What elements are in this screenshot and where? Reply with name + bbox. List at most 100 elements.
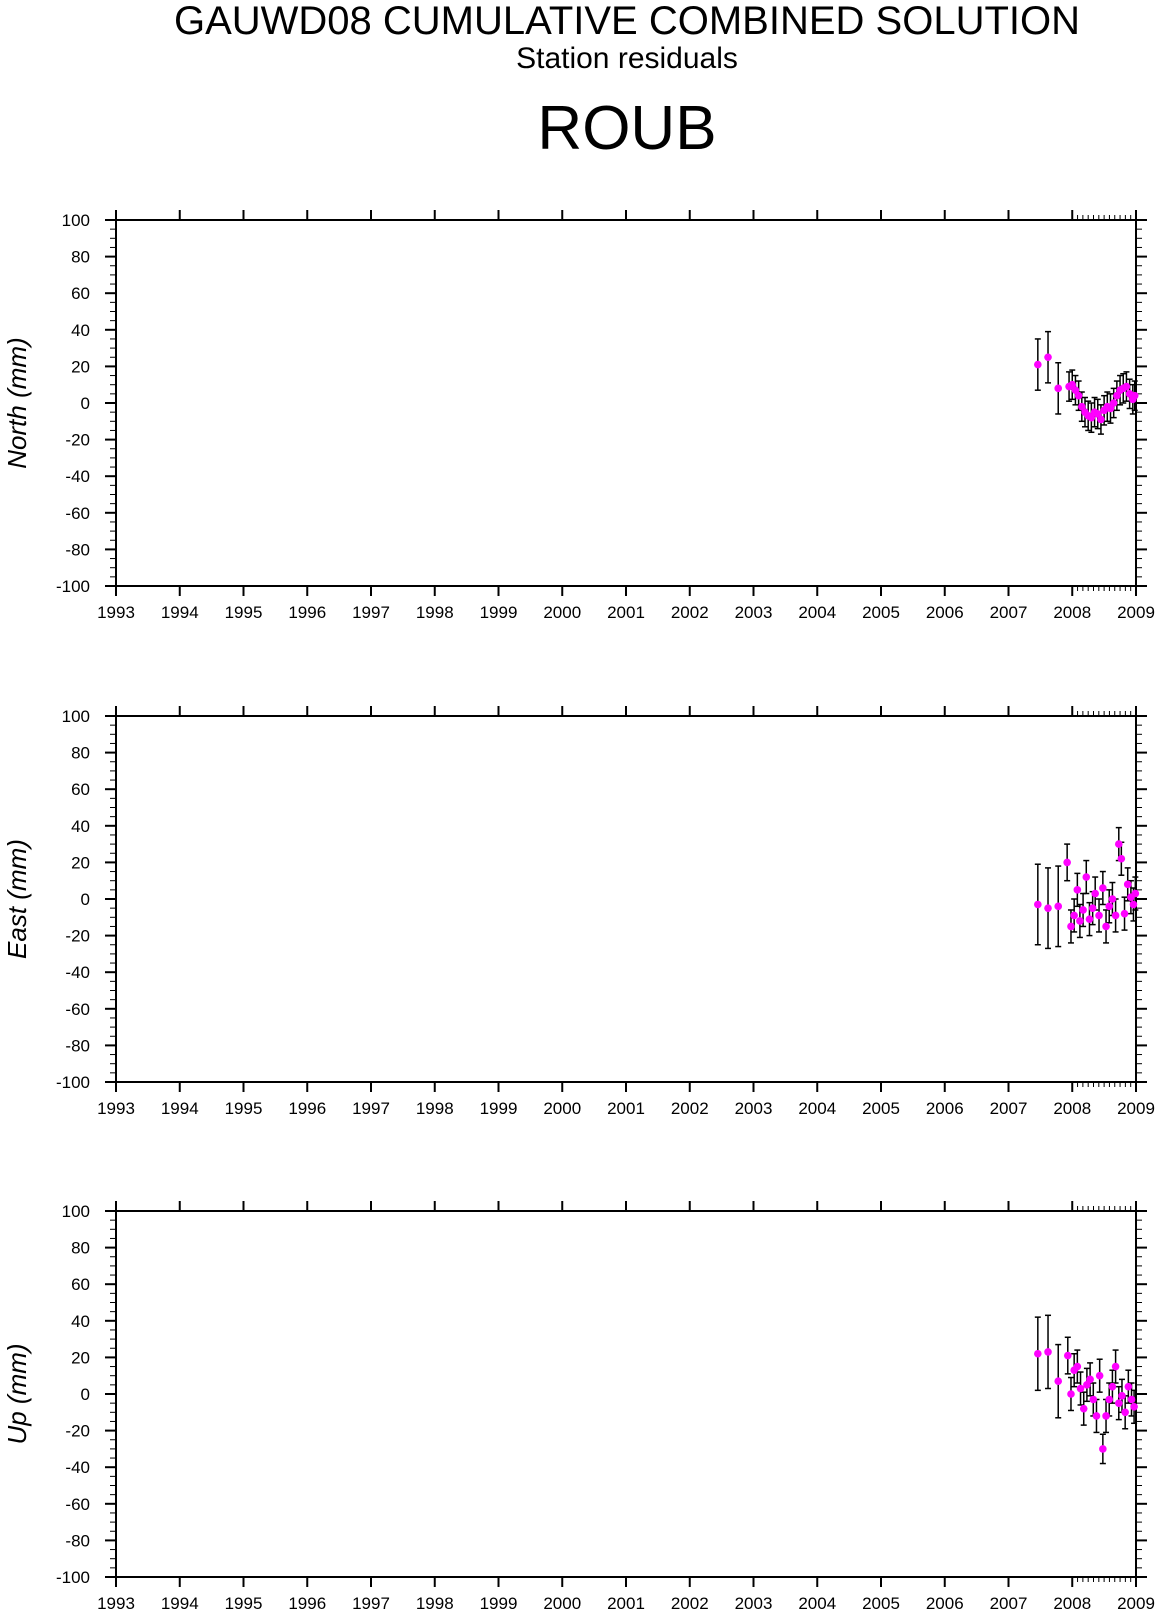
data-point bbox=[1079, 906, 1087, 914]
y-tick-label: 0 bbox=[81, 1385, 90, 1404]
x-tick-label: 1997 bbox=[352, 603, 390, 622]
data-point bbox=[1095, 911, 1103, 920]
x-tick-label: 2006 bbox=[926, 1099, 964, 1118]
y-tick-label: -60 bbox=[65, 1495, 90, 1514]
x-tick-label: 2000 bbox=[543, 1594, 581, 1613]
data-point bbox=[1097, 415, 1105, 424]
y-tick-label: 40 bbox=[71, 817, 90, 836]
x-tick-label: 1995 bbox=[225, 1099, 263, 1118]
data-point bbox=[1054, 902, 1063, 911]
x-tick-label: 2000 bbox=[543, 603, 581, 622]
x-tick-label: 1994 bbox=[161, 603, 199, 622]
data-point bbox=[1130, 391, 1139, 400]
y-tick-label: -20 bbox=[65, 431, 90, 450]
plot-frame bbox=[115, 219, 1137, 587]
data-point bbox=[1105, 902, 1114, 911]
x-tick-label: 1995 bbox=[225, 603, 263, 622]
data-point bbox=[1093, 410, 1102, 418]
data-point bbox=[1083, 1381, 1091, 1389]
y-tick-label: 80 bbox=[71, 1239, 90, 1258]
y-tick-label: 100 bbox=[62, 1202, 90, 1221]
x-tick-label: 2002 bbox=[671, 603, 709, 622]
x-tick-label: 2009 bbox=[1117, 603, 1155, 622]
data-point bbox=[1114, 1399, 1123, 1407]
data-point bbox=[1127, 1395, 1136, 1404]
data-point bbox=[1067, 922, 1075, 931]
y-tick-label: 80 bbox=[71, 744, 90, 763]
data-point bbox=[1108, 895, 1117, 903]
x-tick-label: 1993 bbox=[97, 1099, 135, 1118]
data-point bbox=[1054, 1377, 1063, 1385]
data-point bbox=[1063, 858, 1071, 867]
y-tick-label: -20 bbox=[65, 927, 90, 946]
x-tick-label: 2004 bbox=[798, 1099, 836, 1118]
y-tick-label: -100 bbox=[56, 1568, 90, 1587]
data-point bbox=[1076, 917, 1084, 925]
x-tick-label: 2000 bbox=[543, 1099, 581, 1118]
x-tick-label: 1994 bbox=[161, 1099, 199, 1118]
x-tick-label: 1996 bbox=[288, 1594, 326, 1613]
data-point bbox=[1089, 1395, 1098, 1404]
data-point bbox=[1073, 1362, 1082, 1371]
x-tick-label: 1996 bbox=[288, 1099, 326, 1118]
data-point bbox=[1034, 360, 1042, 369]
plot-frame bbox=[115, 715, 1137, 1083]
data-point bbox=[1087, 413, 1096, 422]
y-tick-label: 100 bbox=[62, 707, 90, 726]
x-tick-label: 1998 bbox=[416, 1099, 454, 1118]
data-point bbox=[1082, 873, 1091, 881]
data-point bbox=[1095, 1371, 1104, 1380]
y-axis-label: East (mm) bbox=[2, 839, 32, 959]
data-point bbox=[1122, 382, 1131, 391]
y-tick-label: 40 bbox=[71, 1312, 90, 1331]
data-point bbox=[1070, 911, 1078, 920]
x-tick-label: 2006 bbox=[926, 1594, 964, 1613]
data-point bbox=[1123, 880, 1132, 889]
x-tick-label: 2007 bbox=[990, 603, 1028, 622]
x-tick-label: 1993 bbox=[97, 1594, 135, 1613]
data-point bbox=[1063, 1351, 1072, 1360]
y-tick-label: -80 bbox=[65, 540, 90, 559]
data-point bbox=[1113, 391, 1121, 400]
data-point bbox=[1076, 1384, 1085, 1393]
data-point bbox=[1105, 1395, 1114, 1404]
x-tick-label: 2003 bbox=[735, 603, 773, 622]
x-tick-label: 2001 bbox=[607, 603, 645, 622]
y-tick-label: 40 bbox=[71, 321, 90, 340]
x-tick-label: 2003 bbox=[735, 1594, 773, 1613]
x-tick-label: 2009 bbox=[1117, 1594, 1155, 1613]
y-axis-label: Up (mm) bbox=[2, 1343, 32, 1444]
y-tick-label: -80 bbox=[65, 1036, 90, 1055]
data-point bbox=[1034, 900, 1042, 909]
x-tick-label: 2005 bbox=[862, 1099, 900, 1118]
chart-title: GAUWD08 CUMULATIVE COMBINED SOLUTION bbox=[173, 0, 1081, 43]
y-tick-label: 80 bbox=[71, 248, 90, 267]
y-tick-label: -80 bbox=[65, 1531, 90, 1550]
data-point bbox=[1068, 380, 1077, 389]
x-tick-label: 2007 bbox=[990, 1099, 1028, 1118]
x-tick-label: 2008 bbox=[1053, 603, 1091, 622]
data-point bbox=[1121, 1408, 1129, 1417]
data-point bbox=[1079, 1404, 1088, 1413]
x-tick-label: 1999 bbox=[480, 1099, 518, 1118]
y-tick-label: 100 bbox=[62, 211, 90, 230]
x-tick-label: 1998 bbox=[416, 1594, 454, 1613]
y-tick-label: -60 bbox=[65, 1000, 90, 1019]
y-tick-label: 60 bbox=[71, 780, 90, 799]
x-tick-label: 2009 bbox=[1117, 1099, 1155, 1118]
y-tick-label: 60 bbox=[71, 1275, 90, 1294]
y-tick-label: -60 bbox=[65, 504, 90, 523]
data-point bbox=[1073, 886, 1082, 894]
data-point bbox=[1111, 911, 1120, 920]
y-tick-label: 0 bbox=[81, 890, 90, 909]
panel-3: 1993 1994 1995 1996 1997 1998 1999 2000 2001 2002… bbox=[2, 1201, 1155, 1613]
data-point bbox=[1114, 840, 1123, 848]
data-point bbox=[1108, 1382, 1117, 1391]
x-tick-label: 2001 bbox=[607, 1099, 645, 1118]
data-point bbox=[1044, 353, 1052, 362]
x-tick-label: 2007 bbox=[990, 1594, 1028, 1613]
data-point bbox=[1044, 1348, 1052, 1356]
data-point bbox=[1067, 1390, 1075, 1398]
data-point bbox=[1071, 386, 1080, 394]
y-tick-label: 60 bbox=[71, 284, 90, 303]
